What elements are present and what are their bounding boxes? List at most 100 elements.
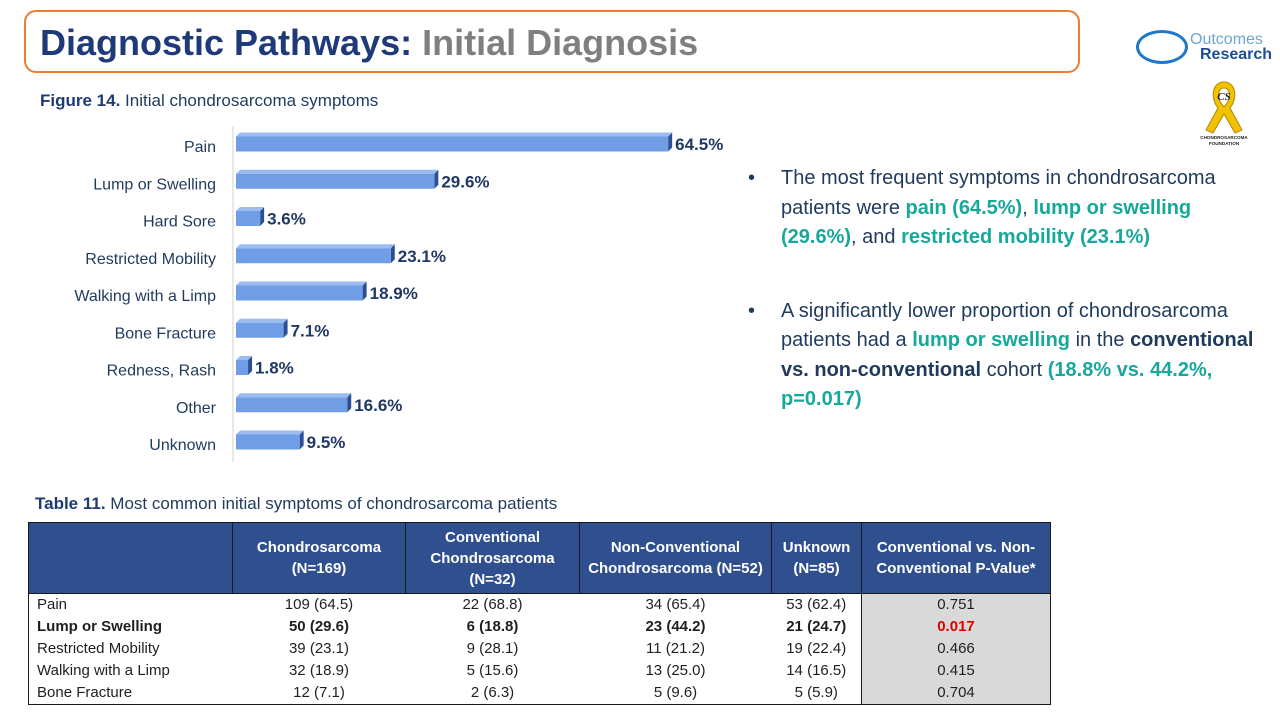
bar-top-walking-with-a-limp xyxy=(236,281,367,286)
title-main: Diagnostic Pathways: xyxy=(40,22,413,63)
row-label: Pain xyxy=(28,593,233,616)
ribbon-caption-bottom: FOUNDATION xyxy=(1209,141,1240,146)
table-row-walking-with-a-limp: Walking with a Limp 32 (18.9) 5 (15.6) 13 (… xyxy=(28,660,1051,682)
value-cell: 5 (15.6) xyxy=(466,662,519,679)
value-cell: 19 (22.4) xyxy=(786,640,847,657)
bar-unknown xyxy=(236,434,300,450)
category-label-bone-fracture: Bone Fracture xyxy=(115,325,216,342)
header-cell-2: Conventional Chondrosarcoma (N=32) xyxy=(405,522,580,594)
row-label: Bone Fracture xyxy=(28,682,233,705)
ribbon-icon xyxy=(1205,81,1243,134)
data-label-unknown: 9.5% xyxy=(307,433,346,452)
bar-side-pain xyxy=(668,132,673,152)
table-row-bone-fracture: Bone Fracture 12 (7.1) 2 (6.3) 5 (9.6) 5 (5.… xyxy=(28,682,1051,705)
table-row-pain: Pain 109 (64.5) 22 (68.8) 34 (65.4) 53 (62.4… xyxy=(28,593,1051,616)
outcomes-research-logo: Outcomes Research xyxy=(1134,28,1274,68)
value-cell: 53 (62.4) xyxy=(786,596,847,613)
bullet-2-segment-2: lump or swelling xyxy=(912,329,1071,351)
bullet-dot-icon: • xyxy=(748,167,756,189)
bar-top-restricted-mobility xyxy=(236,244,395,249)
bar-lump-or-swelling xyxy=(236,173,435,189)
value-cell: 22 (68.8) xyxy=(462,596,523,613)
row-label: Lump or Swelling xyxy=(28,616,233,638)
bar-top-hard-sore xyxy=(236,207,265,211)
header-cell-5: Conventional vs. Non-Conventional P-Valu… xyxy=(861,522,1051,594)
bullet-1-segment-5: , and xyxy=(851,226,902,248)
bullet-2-segment-5: cohort xyxy=(981,358,1048,381)
row-label: Walking with a Limp xyxy=(28,660,233,682)
category-label-unknown: Unknown xyxy=(149,437,216,454)
category-label-redness-rash: Redness, Rash xyxy=(107,363,216,380)
category-label-other: Other xyxy=(176,400,217,417)
table-label: Table 11. xyxy=(35,494,106,513)
value-cell: 13 (25.0) xyxy=(645,662,706,679)
bar-side-restricted-mobility xyxy=(390,244,395,264)
bullet-2-segment-6: (18.8% vs. 44.2%, p=0.017) xyxy=(781,358,1213,411)
category-label-lump-or-swelling: Lump or Swelling xyxy=(93,176,216,193)
p-value-cell: 0.751 xyxy=(861,593,1051,616)
bar-top-lump-or-swelling xyxy=(236,169,439,174)
value-cell: 32 (18.9) xyxy=(288,662,350,679)
value-cell: 50 (29.6) xyxy=(288,618,350,635)
bar-top-pain xyxy=(236,132,673,137)
value-cell: 2 (6.3) xyxy=(405,682,580,705)
bullet-1-segment-4: lump or swelling (29.6%) xyxy=(781,196,1192,249)
bullet-2-segment-3: in the xyxy=(1070,329,1131,351)
table-row-restricted-mobility: Restricted Mobility 39 (23.1) 9 (28.1) 11 (… xyxy=(28,638,1051,660)
bar-restricted-mobility xyxy=(236,248,391,264)
category-label-pain: Pain xyxy=(184,139,216,156)
data-label-pain: 64.5% xyxy=(675,135,723,154)
p-value-cell: 0.415 xyxy=(861,660,1051,682)
data-label-hard-sore: 3.6% xyxy=(267,210,306,229)
data-label-other: 16.6% xyxy=(354,396,402,415)
bullet-2: • A significantly lower proportion of ch… xyxy=(748,297,1268,415)
bar-side-lump-or-swelling xyxy=(434,169,439,189)
bar-side-other xyxy=(347,393,352,413)
value-cell: 34 (65.4) xyxy=(645,596,706,613)
table-header-row: Chondrosarcoma (N=169) Conventional Chond… xyxy=(28,522,1051,594)
value-cell: 109 (64.5) xyxy=(284,596,354,613)
bullet-1-segment-2: pain (64.5%) xyxy=(905,196,1023,219)
value-cell: 5 (5.9) xyxy=(771,682,862,705)
value-cell: 21 (24.7) xyxy=(786,618,847,635)
category-label-hard-sore: Hard Sore xyxy=(143,214,216,231)
bullet-1-segment-3: , xyxy=(1022,196,1034,219)
title-box: Diagnostic Pathways: Initial Diagnosis xyxy=(24,10,1080,73)
bullet-2-segment-4: conventional vs. non-conventional xyxy=(781,329,1254,381)
header-cell-3: Non-Conventional Chondrosarcoma (N=52) xyxy=(579,522,772,594)
bar-side-bone-fracture xyxy=(283,318,288,338)
bullet-1: • The most frequent symptoms in chondrosa… xyxy=(748,164,1268,253)
logo-line2: Research xyxy=(1200,46,1273,63)
bar-redness-rash xyxy=(236,360,249,375)
foundation-ribbon-logo: CS CHONDROSARCOMA FOUNDATION xyxy=(1200,81,1248,146)
bar-hard-sore xyxy=(236,211,261,226)
bar-walking-with-a-limp xyxy=(236,285,363,301)
header-cell-blank xyxy=(28,522,233,594)
row-label: Restricted Mobility xyxy=(28,638,233,660)
bar-top-unknown xyxy=(236,430,304,435)
data-label-restricted-mobility: 23.1% xyxy=(398,247,446,266)
ribbon-initials: CS xyxy=(1217,91,1230,103)
bar-bone-fracture xyxy=(236,322,284,338)
bar-top-other xyxy=(236,393,352,398)
title-sub: Initial Diagnosis xyxy=(422,22,699,63)
bullet-2-segment-1: A significantly lower proportion of chon… xyxy=(781,299,1228,352)
value-cell: 14 (16.5) xyxy=(786,662,847,679)
findings-bullets: • The most frequent symptoms in chondrosa… xyxy=(748,164,1268,415)
value-cell: 12 (7.1) xyxy=(232,682,406,705)
bar-top-bone-fracture xyxy=(236,318,288,323)
value-cell: 23 (44.2) xyxy=(645,618,706,635)
ribbon-caption-top: CHONDROSARCOMA xyxy=(1200,135,1248,140)
data-label-redness-rash: 1.8% xyxy=(255,359,294,378)
bar-top-redness-rash xyxy=(236,356,253,360)
bullet-1-segment-1: The most frequent symptoms in chondrosar… xyxy=(781,167,1216,219)
p-value-cell: 0.017 xyxy=(861,616,1051,638)
value-cell: 5 (9.6) xyxy=(579,682,772,705)
bar-side-unknown xyxy=(299,430,304,450)
category-label-walking-with-a-limp: Walking with a Limp xyxy=(74,288,216,305)
table-body: Pain 109 (64.5) 22 (68.8) 34 (65.4) 53 (62.4… xyxy=(28,593,1051,705)
symptoms-bar-chart: Pain 64.5% Lump or Swelling 29.6% Hard Sore 3… xyxy=(74,126,723,462)
header-cell-4: Unknown (N=85) xyxy=(771,522,862,594)
category-label-restricted-mobility: Restricted Mobility xyxy=(85,251,216,268)
bar-other xyxy=(236,397,348,413)
